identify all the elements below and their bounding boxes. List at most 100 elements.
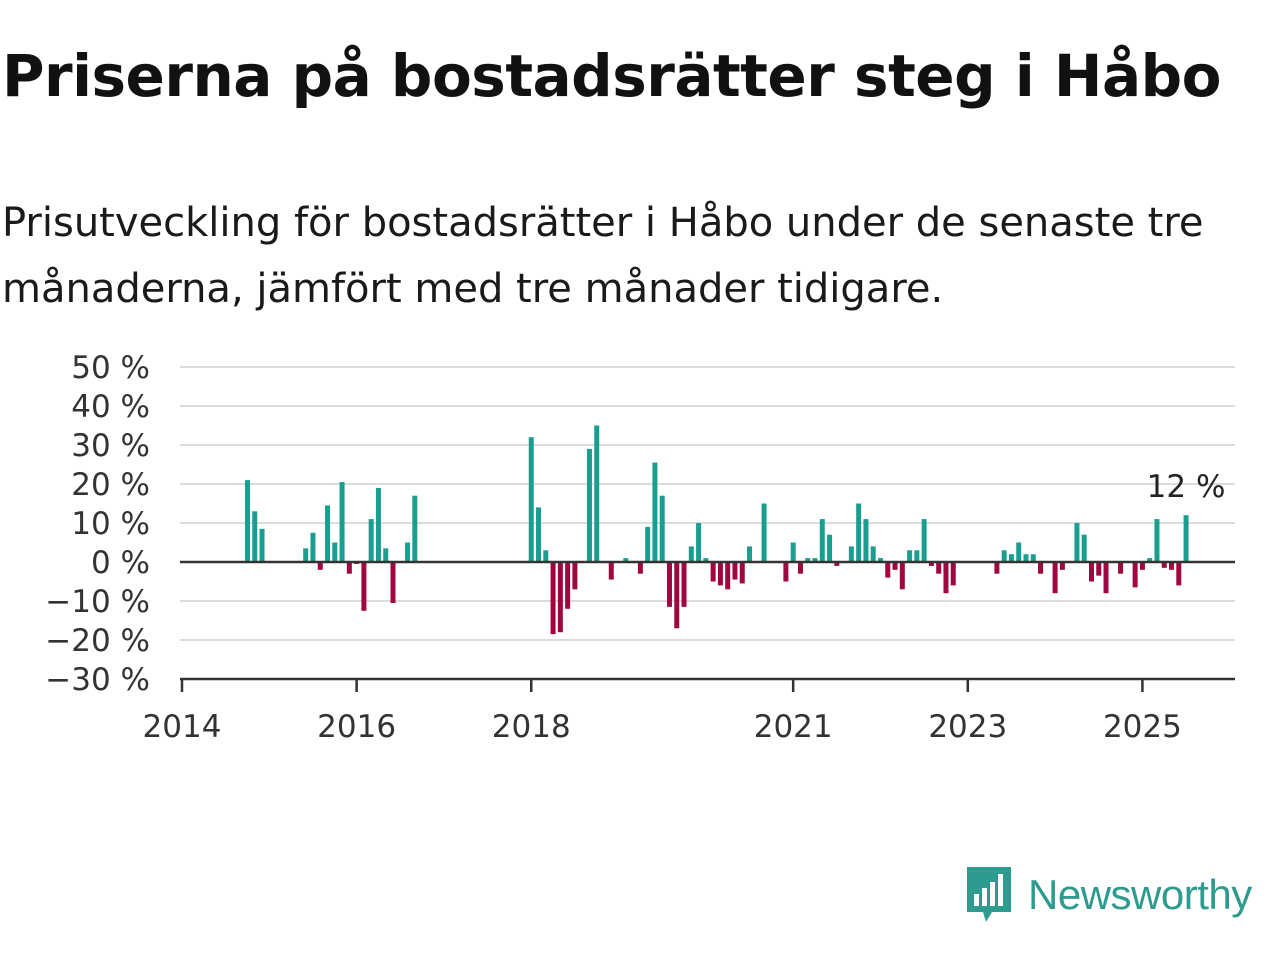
bar	[943, 562, 949, 594]
newsworthy-logo-icon	[967, 867, 1011, 922]
bar	[637, 562, 643, 574]
bar	[310, 532, 316, 562]
bar	[994, 562, 1000, 574]
y-tick-label: −30 %	[45, 662, 150, 698]
bar	[1169, 562, 1175, 570]
bar	[244, 480, 250, 562]
bar	[332, 542, 338, 562]
bar	[877, 558, 883, 562]
bar	[666, 562, 672, 607]
bar	[1132, 562, 1138, 588]
bar	[703, 558, 709, 562]
bar	[1001, 550, 1007, 562]
gridlines	[180, 366, 1235, 641]
y-tick-label: 20 %	[71, 467, 150, 503]
bar	[688, 546, 694, 562]
chart-title: Priserna på bostadsrätter steg i Håbo	[2, 42, 1221, 110]
x-tick-label: 2021	[754, 709, 833, 745]
x-tick-label: 2018	[492, 709, 571, 745]
bar	[907, 550, 913, 562]
bar	[747, 546, 753, 562]
bar	[252, 511, 258, 562]
bar	[1008, 554, 1014, 562]
bar	[725, 562, 731, 590]
bar	[1038, 562, 1044, 574]
bar	[739, 562, 745, 584]
bar	[608, 562, 614, 580]
latest-value-label: 12 %	[1147, 469, 1226, 505]
bar	[550, 562, 556, 635]
y-tick-label: 50 %	[71, 350, 150, 386]
bar	[303, 548, 309, 562]
bar	[1103, 562, 1109, 594]
y-axis-ticks: 50 %40 %30 %20 %10 %0 %−10 %−20 %−30 %	[45, 350, 150, 698]
bar	[1023, 554, 1029, 562]
x-tick-label: 2025	[1103, 709, 1182, 745]
bar	[1030, 554, 1036, 562]
bar	[652, 462, 658, 562]
bar	[710, 562, 716, 582]
bar	[368, 519, 374, 562]
bar	[863, 519, 869, 562]
bar	[594, 425, 600, 562]
x-tick-label: 2016	[317, 709, 396, 745]
bar	[390, 562, 396, 603]
bar	[790, 542, 796, 562]
annotations: 12 %	[1147, 469, 1226, 505]
bar	[383, 548, 389, 562]
bar	[805, 558, 811, 562]
bar	[696, 523, 702, 562]
bar	[797, 562, 803, 574]
bar	[543, 550, 549, 562]
bar	[732, 562, 738, 580]
bar	[586, 448, 592, 562]
bar	[921, 519, 927, 562]
bar	[645, 526, 651, 562]
x-axis-ticks: 2014 2016 2018 2021 2023 2025	[143, 679, 1182, 745]
bar	[325, 505, 331, 562]
bar	[783, 562, 789, 582]
bar	[339, 482, 345, 562]
bar	[1081, 534, 1087, 562]
bar	[1088, 562, 1094, 582]
bar	[848, 546, 854, 562]
bar	[761, 503, 767, 562]
bar	[834, 562, 840, 566]
bar	[1147, 558, 1153, 562]
x-tick-label: 2023	[928, 709, 1007, 745]
bar	[1161, 562, 1167, 568]
bar	[1074, 523, 1080, 562]
bar	[1176, 562, 1182, 586]
bar	[317, 562, 323, 570]
bar	[361, 562, 367, 611]
bar	[914, 550, 920, 562]
bar	[412, 495, 418, 562]
y-tick-label: 10 %	[71, 506, 150, 542]
bar	[375, 487, 381, 562]
x-tick-label: 2014	[143, 709, 222, 745]
bar	[659, 495, 665, 562]
bar	[928, 562, 934, 566]
bar	[950, 562, 956, 586]
bar	[936, 562, 942, 574]
bar	[1183, 515, 1189, 562]
bar	[681, 562, 687, 607]
bar	[1052, 562, 1058, 594]
bar	[856, 503, 862, 562]
bar	[885, 562, 891, 578]
brand-logo: Newsworthy	[964, 864, 1252, 926]
bar	[892, 562, 898, 570]
bar	[572, 562, 578, 590]
bar	[1016, 542, 1022, 562]
chart-subtitle: Prisutveckling för bostadsrätter i Håbo …	[2, 200, 1204, 312]
bar	[405, 542, 411, 562]
bar	[819, 519, 825, 562]
bar	[870, 546, 876, 562]
bar	[557, 562, 563, 633]
y-tick-label: 0 %	[91, 545, 150, 581]
bar	[899, 562, 905, 590]
bar	[1139, 562, 1145, 570]
bar	[717, 562, 723, 586]
bar	[528, 437, 534, 562]
bar	[827, 534, 833, 562]
